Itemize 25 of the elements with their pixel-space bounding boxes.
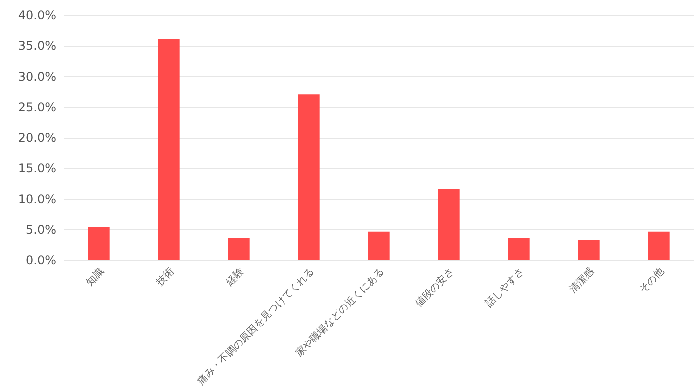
y-tick-label: 0.0% xyxy=(26,254,56,268)
bar xyxy=(158,40,180,260)
bar xyxy=(88,228,110,260)
bar xyxy=(648,232,670,260)
x-tick-label: 技術 xyxy=(153,266,177,290)
y-tick-label: 35.0% xyxy=(18,39,56,54)
bar xyxy=(508,238,530,260)
bar xyxy=(228,238,250,260)
y-tick-label: 5.0% xyxy=(26,222,56,237)
y-tick-label: 20.0% xyxy=(18,131,56,145)
x-tick-label: 経験 xyxy=(223,266,247,290)
x-tick-label: 知識 xyxy=(84,266,107,288)
x-tick-label: その他 xyxy=(637,266,667,296)
y-tick-label: 30.0% xyxy=(18,70,56,84)
y-tick-label: 25.0% xyxy=(18,100,56,114)
y-tick-label: 40.0% xyxy=(18,8,56,22)
bar xyxy=(438,188,460,260)
x-tick-label: 話しやすさ xyxy=(482,266,527,310)
bar xyxy=(368,232,390,260)
x-tick-label: 値段の安さ xyxy=(412,266,457,310)
bar xyxy=(578,240,600,260)
bar xyxy=(298,94,320,260)
x-tick-label: 清潔感 xyxy=(567,266,597,296)
y-tick-label: 15.0% xyxy=(18,162,56,176)
y-tick-label: 10.0% xyxy=(18,192,56,206)
